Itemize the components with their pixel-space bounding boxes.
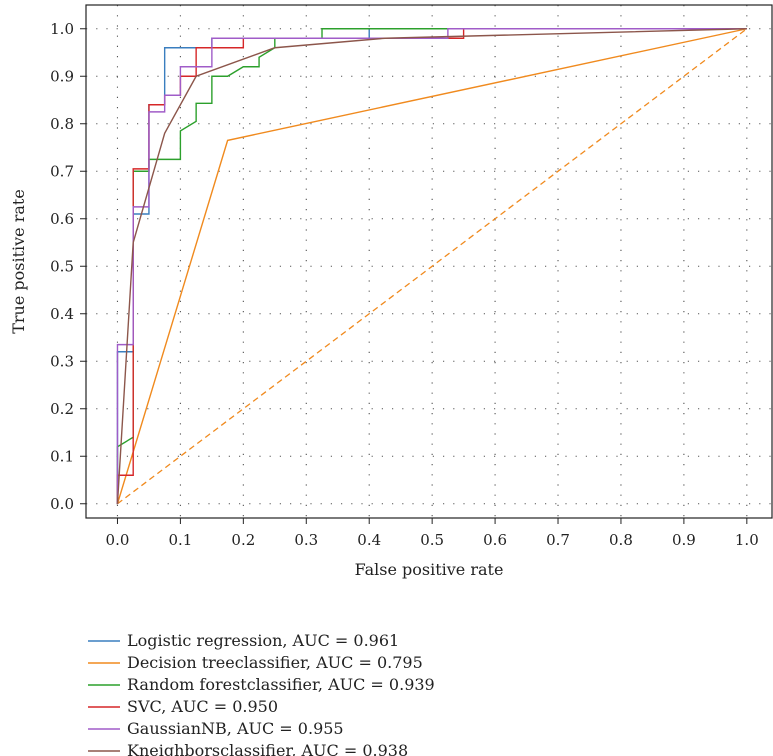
y-axis-title: True positive rate (9, 189, 28, 334)
legend-label: Random forestclassifier, AUC = 0.939 (127, 675, 435, 694)
plot-area-frame (85, 4, 773, 519)
legend-label: Logistic regression, AUC = 0.961 (127, 631, 399, 650)
y-tick-label: 0.7 (50, 162, 74, 180)
legend: Logistic regression, AUC = 0.961 Decision… (88, 631, 435, 756)
x-tick-label: 0.1 (168, 531, 192, 549)
x-tick-label: 0.5 (420, 531, 444, 549)
y-tick-label: 0.5 (50, 257, 74, 275)
y-tick-label: 1.0 (50, 20, 74, 38)
series-line-2 (116, 28, 747, 504)
x-axis-title: False positive rate (355, 560, 504, 579)
x-tick-label: 1.0 (735, 531, 759, 549)
axis-ticks: 0.0 0.1 0.2 0.3 0.4 0.5 0.6 0.7 0.8 0.9 1.0 0.0 0.1 0… (50, 20, 759, 549)
series-lines (116, 28, 747, 504)
x-tick-label: 0.7 (546, 531, 570, 549)
series-line-3 (116, 28, 747, 504)
y-tick-label: 0.8 (50, 115, 74, 133)
x-tick-label: 0.3 (294, 531, 318, 549)
legend-label: GaussianNB, AUC = 0.955 (127, 719, 344, 738)
x-tick-label: 0.0 (106, 531, 130, 549)
x-tick-label: 0.8 (609, 531, 633, 549)
y-tick-label: 0.0 (50, 495, 74, 513)
y-tick-label: 0.9 (50, 67, 74, 85)
legend-label: Decision treeclassifier, AUC = 0.795 (127, 653, 423, 672)
y-tick-label: 0.3 (50, 352, 74, 370)
y-tick-label: 0.2 (50, 400, 74, 418)
x-tick-label: 0.9 (672, 531, 696, 549)
y-tick-label: 0.6 (50, 210, 74, 228)
series-line-5 (116, 28, 747, 504)
y-tick-label: 0.1 (50, 447, 74, 465)
x-tick-label: 0.6 (483, 531, 507, 549)
x-tick-label: 0.2 (231, 531, 255, 549)
legend-label: Kneighborsclassifier, AUC = 0.938 (127, 741, 408, 756)
y-tick-label: 0.4 (50, 305, 74, 323)
reference-diagonal (117, 28, 748, 505)
legend-label: SVC, AUC = 0.950 (127, 697, 278, 716)
chance-diagonal-line (117, 28, 748, 505)
x-tick-label: 0.4 (357, 531, 381, 549)
series-line-6 (116, 28, 747, 504)
grid (86, 5, 772, 518)
